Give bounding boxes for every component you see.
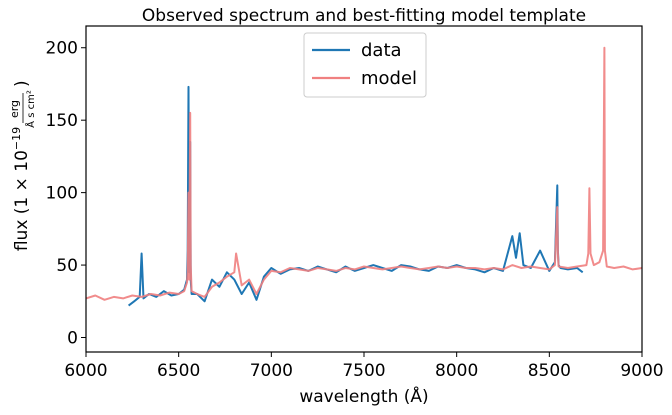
y-axis: 0 50 100 150 200 xyxy=(46,39,86,349)
y-tick-label: 50 xyxy=(56,256,78,276)
legend: data model xyxy=(303,32,427,98)
x-tick-label: 8000 xyxy=(435,361,478,381)
y-axis-label-exponent: −19 xyxy=(10,127,23,150)
x-tick-label: 8500 xyxy=(528,361,571,381)
x-axis-label: wavelength (Å) xyxy=(299,385,428,407)
x-axis: 6000 6500 7000 7500 8000 8500 9000 xyxy=(64,352,664,381)
y-tick-label: 150 xyxy=(46,111,78,131)
legend-label-model: model xyxy=(361,68,417,89)
svg-text:flux (1 × 10−19: flux (1 × 10−19 xyxy=(10,127,32,251)
y-tick-label: 200 xyxy=(46,39,78,59)
y-axis-label-prefix: flux (1 × 10 xyxy=(12,150,32,251)
x-tick-label: 6500 xyxy=(157,361,200,381)
x-tick-label: 9000 xyxy=(620,361,663,381)
y-tick-label: 0 xyxy=(67,329,78,349)
y-axis-label-unit-numerator: erg xyxy=(8,100,21,118)
x-tick-label: 6000 xyxy=(64,361,107,381)
y-axis-label-suffix: ) xyxy=(12,80,32,87)
legend-label-data: data xyxy=(361,40,402,61)
y-axis-label-unit-denominator: Å s cm² xyxy=(24,90,37,128)
x-tick-label: 7500 xyxy=(342,361,385,381)
y-axis-label: flux (1 × 10−19 erg Å s cm² ) xyxy=(8,80,37,251)
y-tick-label: 100 xyxy=(46,184,78,204)
x-tick-label: 7000 xyxy=(250,361,293,381)
series-layer xyxy=(86,46,642,307)
chart-title: Observed spectrum and best-fitting model… xyxy=(142,6,586,26)
series-line-model xyxy=(86,46,642,301)
